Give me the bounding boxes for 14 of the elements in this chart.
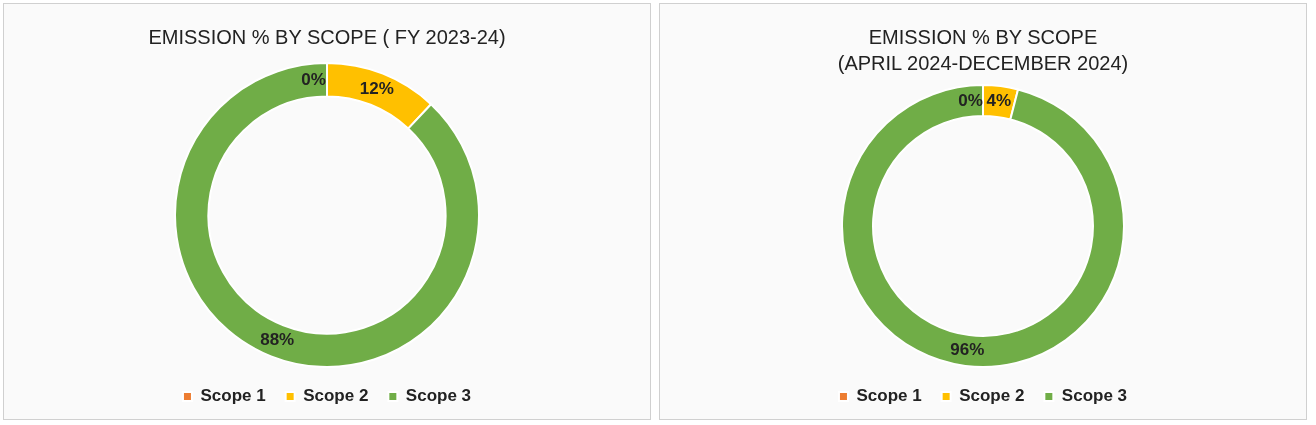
data-label: 96% xyxy=(950,340,985,360)
legend-label: Scope 3 xyxy=(1061,386,1128,406)
chart-title: EMISSION % BY SCOPE ( FY 2023-24) xyxy=(148,25,506,48)
data-label: 12% xyxy=(359,78,394,98)
legend-label: Scope 1 xyxy=(200,386,266,406)
legend-label: Scope 3 xyxy=(405,386,472,406)
data-label: 88% xyxy=(260,330,295,350)
chart-subtitle: (APRIL 2024-DECEMBER 2024) xyxy=(837,51,1129,74)
legend-label: Scope 1 xyxy=(856,386,922,406)
text: 0% xyxy=(301,70,326,90)
legend-label: Scope 2 xyxy=(959,386,1025,406)
legend-label: Scope 2 xyxy=(303,386,369,406)
chart-title: EMISSION % BY SCOPE xyxy=(868,25,1098,48)
data-label: 4% xyxy=(986,91,1012,111)
